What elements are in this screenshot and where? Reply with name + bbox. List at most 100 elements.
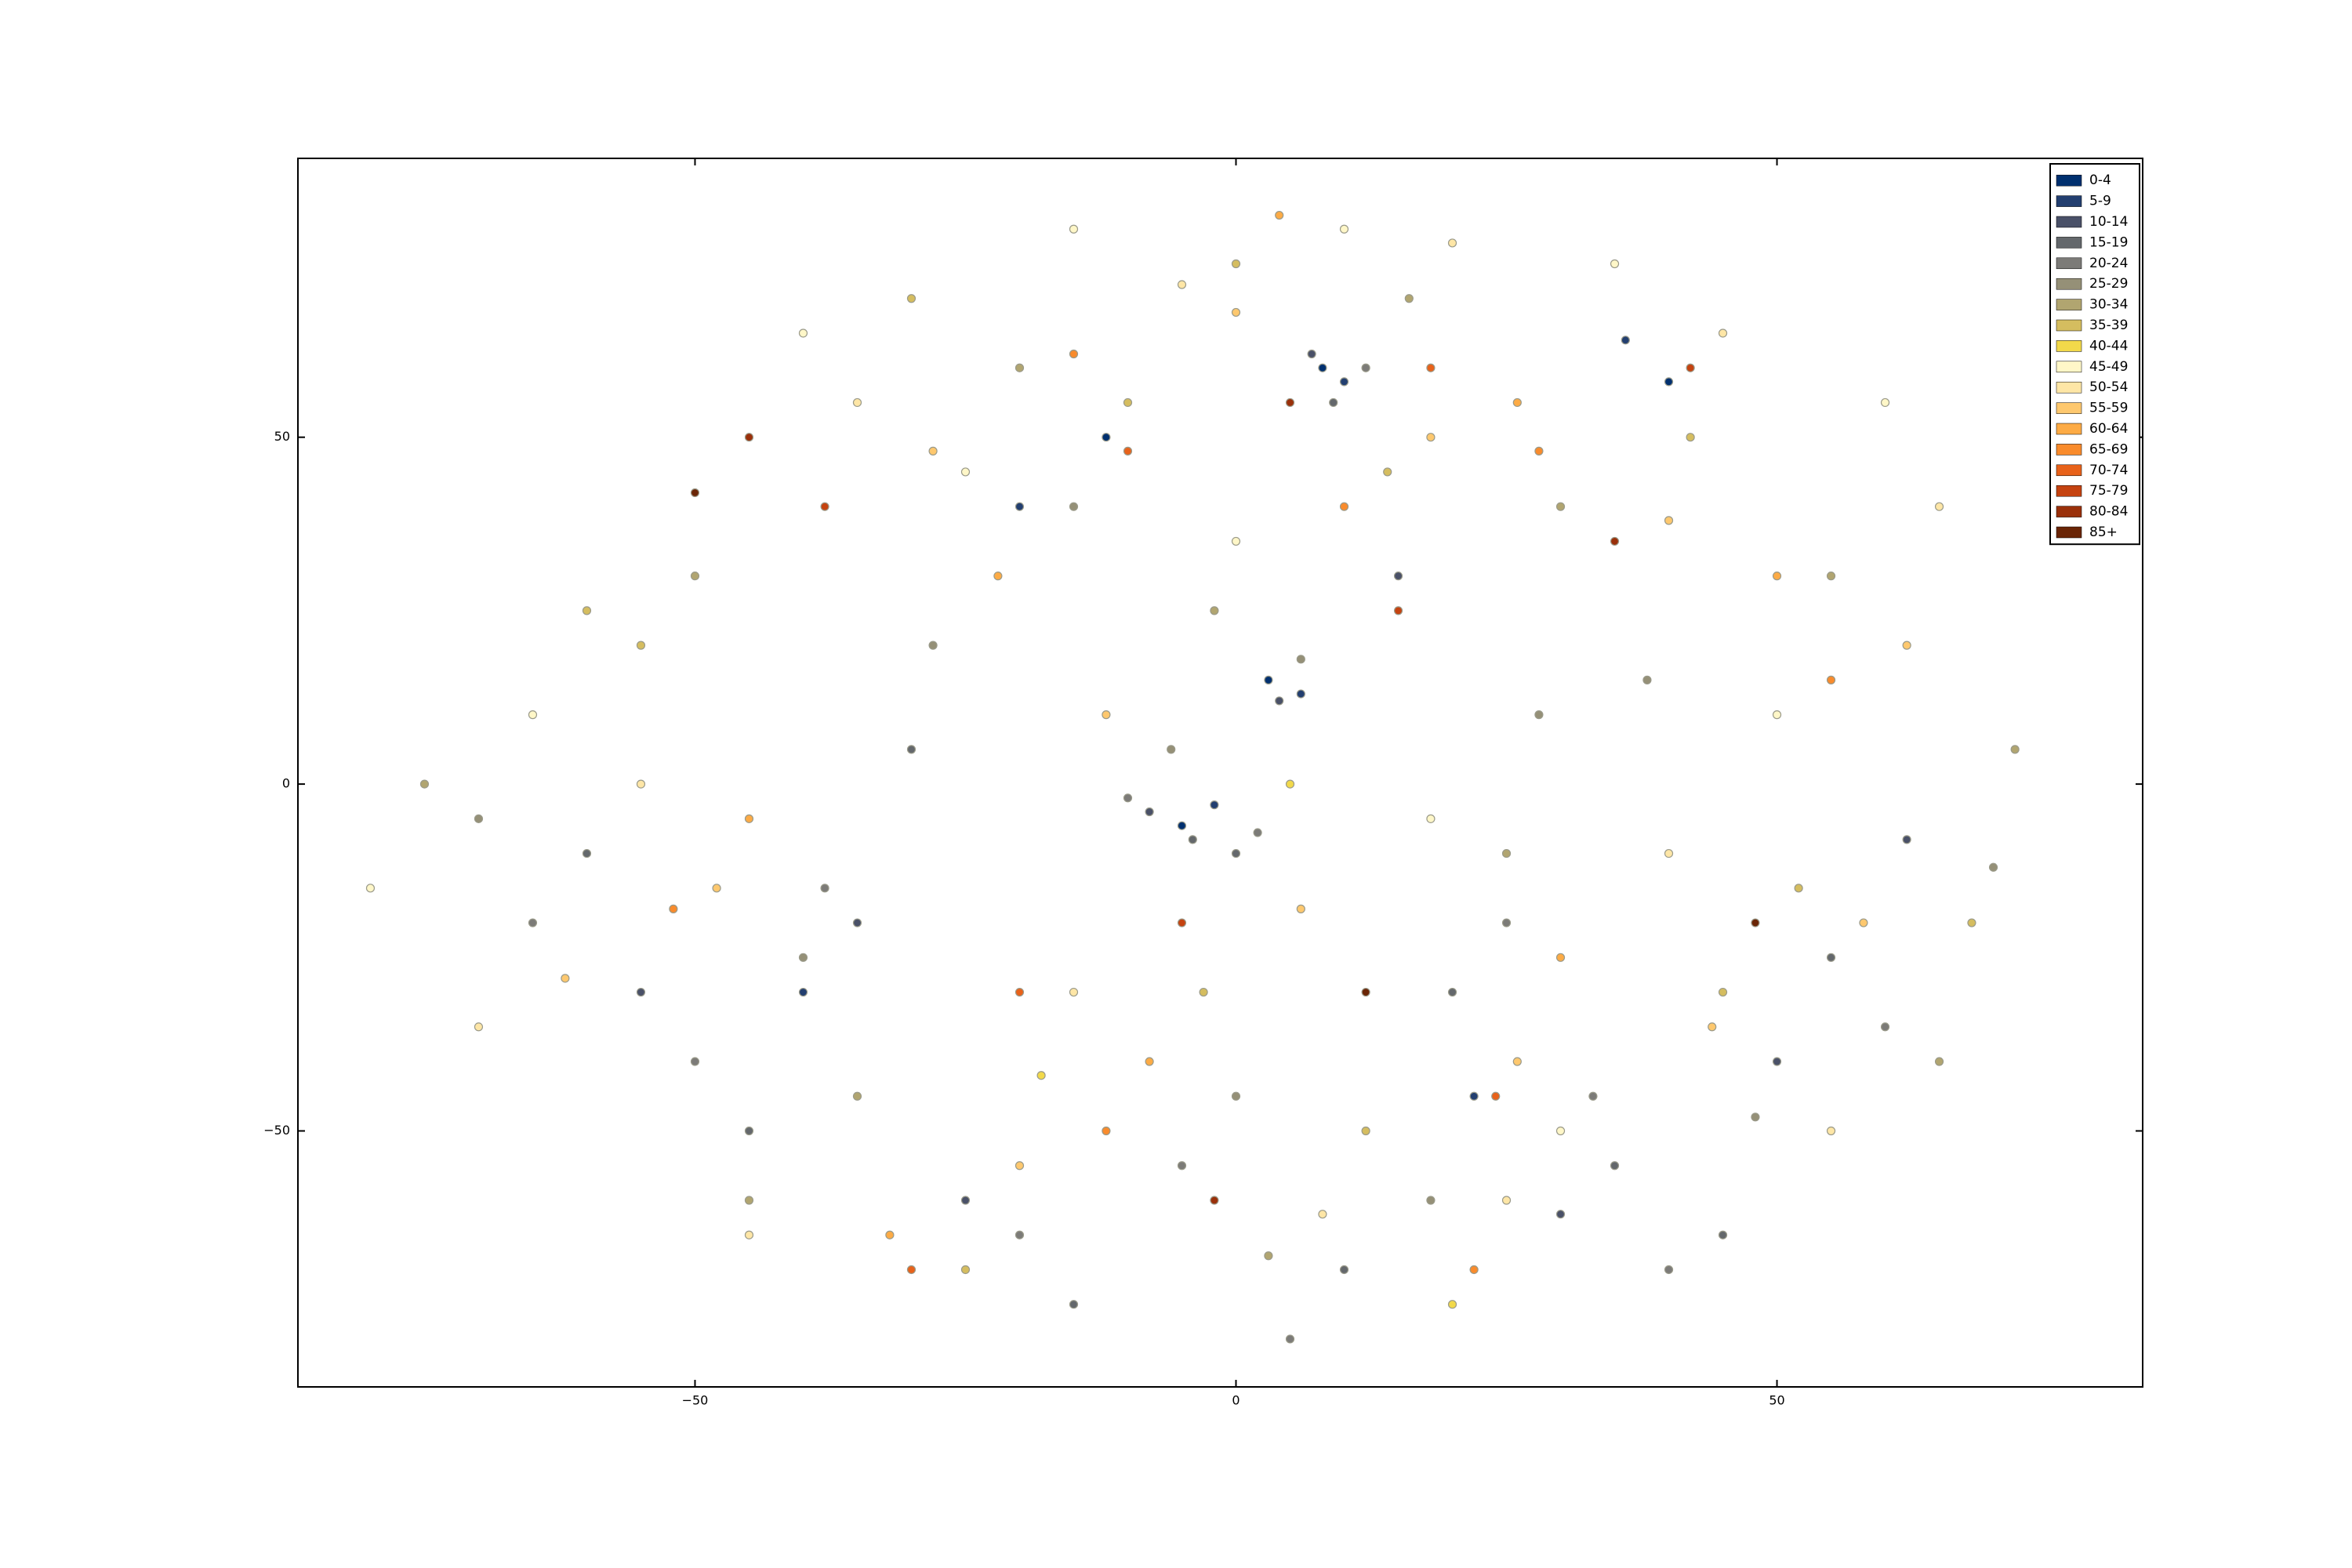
point	[1880, 1022, 1890, 1032]
point	[1177, 280, 1187, 289]
point	[1902, 835, 1911, 844]
point	[1826, 572, 1836, 581]
point	[1772, 572, 1782, 581]
point	[960, 467, 971, 477]
point	[1069, 502, 1079, 511]
point	[1501, 918, 1512, 927]
point	[744, 1230, 754, 1240]
point	[1285, 1334, 1295, 1344]
point	[1123, 397, 1133, 408]
legend-swatch	[2056, 464, 2082, 477]
point	[636, 779, 646, 789]
axes-layer: −50 0 50 −50 0 50	[263, 158, 2143, 1408]
point	[1393, 606, 1403, 615]
point	[528, 918, 538, 927]
point	[1296, 904, 1305, 913]
point	[1469, 1265, 1479, 1275]
point	[852, 1091, 862, 1101]
point	[1718, 1230, 1728, 1240]
point	[1751, 918, 1760, 927]
point	[1708, 1022, 1717, 1032]
point	[1275, 696, 1284, 706]
legend-swatch	[2056, 299, 2082, 310]
point	[906, 745, 916, 754]
point	[1167, 745, 1176, 754]
point	[2010, 745, 2020, 754]
y-tick-label: 50	[274, 429, 290, 444]
point	[1014, 1230, 1025, 1240]
point	[744, 433, 754, 442]
point	[636, 641, 646, 650]
point	[820, 884, 829, 893]
point	[1826, 953, 1836, 962]
point	[1102, 710, 1111, 720]
point	[1664, 848, 1674, 858]
point	[1210, 606, 1219, 615]
point	[1621, 336, 1630, 345]
point	[1447, 987, 1457, 997]
point	[928, 446, 938, 456]
point	[1686, 363, 1695, 372]
point	[1988, 862, 1998, 872]
legend-label: 75-79	[2089, 483, 2128, 499]
y-tick-label: −50	[263, 1123, 290, 1138]
point	[1285, 397, 1295, 408]
x-tick-label: −50	[682, 1393, 709, 1408]
point	[928, 641, 938, 650]
point	[1426, 433, 1436, 442]
point	[1014, 502, 1025, 511]
legend-swatch	[2056, 340, 2082, 352]
point	[1934, 1057, 1944, 1066]
point	[1404, 294, 1414, 303]
point	[1501, 848, 1512, 858]
point	[1199, 987, 1208, 997]
legend-swatch	[2056, 402, 2082, 414]
point	[1210, 800, 1219, 810]
legend-swatch	[2056, 526, 2082, 539]
point	[1231, 1091, 1241, 1101]
x-tick-label: 50	[1769, 1393, 1784, 1408]
point	[474, 814, 484, 823]
point	[820, 502, 829, 511]
point	[1329, 397, 1338, 408]
point	[1275, 210, 1284, 220]
legend-label: 50-54	[2089, 379, 2128, 395]
point	[1718, 987, 1728, 997]
point	[365, 884, 376, 893]
point	[474, 1022, 484, 1032]
point	[1610, 1161, 1620, 1171]
point	[712, 884, 721, 893]
point	[1512, 397, 1522, 408]
legend-swatch	[2056, 506, 2082, 517]
point	[885, 1230, 895, 1240]
legend-label: 10-14	[2089, 214, 2128, 230]
legend: 0-4 5-9 10-14 15-19 20-24 25-29 30-34 35-39 40-4…	[2049, 163, 2140, 546]
point	[1339, 224, 1349, 234]
point	[906, 294, 916, 303]
point	[690, 572, 700, 581]
point	[1339, 1265, 1349, 1275]
point	[960, 1196, 971, 1205]
point	[1447, 238, 1457, 248]
point	[1231, 848, 1241, 858]
point	[1264, 675, 1273, 684]
point	[1339, 502, 1349, 511]
point	[744, 1196, 754, 1205]
point	[1880, 397, 1890, 408]
point	[1145, 807, 1154, 817]
point	[1014, 1161, 1025, 1171]
legend-swatch	[2056, 257, 2082, 270]
point	[852, 918, 862, 927]
legend-swatch	[2056, 174, 2082, 187]
legend-label: 80-84	[2089, 504, 2128, 520]
legend-swatch	[2056, 216, 2082, 228]
point	[1361, 987, 1370, 997]
point	[1610, 536, 1620, 546]
point	[1264, 1251, 1273, 1261]
point	[1426, 814, 1436, 823]
point	[1610, 259, 1620, 269]
point	[852, 397, 862, 408]
point	[1231, 536, 1241, 546]
point	[1145, 1057, 1154, 1066]
